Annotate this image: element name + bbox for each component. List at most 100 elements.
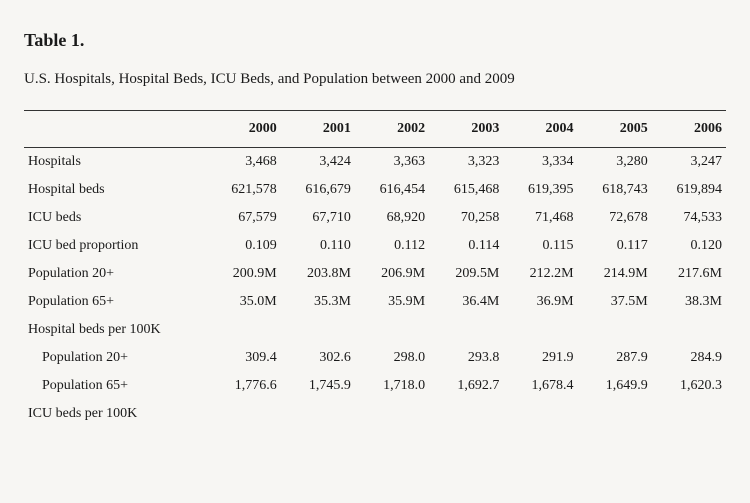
table-cell: 0.115 xyxy=(503,232,577,260)
table-row: ICU beds per 100K xyxy=(24,400,726,428)
table-cell: 1,692.7 xyxy=(429,372,503,400)
table-cell: 298.0 xyxy=(355,344,429,372)
table-cell: 74,533 xyxy=(652,204,726,232)
table-row: Hospitals3,4683,4243,3633,3233,3343,2803… xyxy=(24,148,726,177)
table-body: Hospitals3,4683,4243,3633,3233,3343,2803… xyxy=(24,148,726,429)
table-row: Population 65+1,776.61,745.91,718.01,692… xyxy=(24,372,726,400)
table-cell: 70,258 xyxy=(429,204,503,232)
table-cell: 36.4M xyxy=(429,288,503,316)
table-header-year: 2000 xyxy=(207,111,281,148)
table-cell xyxy=(281,400,355,428)
table-cell: 309.4 xyxy=(207,344,281,372)
row-label: ICU bed proportion xyxy=(24,232,207,260)
table-cell: 0.109 xyxy=(207,232,281,260)
table-cell: 284.9 xyxy=(652,344,726,372)
table-cell: 72,678 xyxy=(578,204,652,232)
table-cell: 287.9 xyxy=(578,344,652,372)
table-header-year: 2002 xyxy=(355,111,429,148)
table-cell: 212.2M xyxy=(503,260,577,288)
table-cell: 291.9 xyxy=(503,344,577,372)
table-row: ICU beds67,57967,71068,92070,25871,46872… xyxy=(24,204,726,232)
table-cell: 0.110 xyxy=(281,232,355,260)
table-cell: 3,468 xyxy=(207,148,281,177)
table-cell: 37.5M xyxy=(578,288,652,316)
table-cell xyxy=(578,316,652,344)
table-caption: U.S. Hospitals, Hospital Beds, ICU Beds,… xyxy=(24,71,726,88)
table-row: Hospital beds621,578616,679616,454615,46… xyxy=(24,176,726,204)
table-cell: 206.9M xyxy=(355,260,429,288)
table-cell: 0.114 xyxy=(429,232,503,260)
row-label: ICU beds per 100K xyxy=(24,400,207,428)
table-cell xyxy=(355,400,429,428)
table-cell: 1,776.6 xyxy=(207,372,281,400)
table-cell: 38.3M xyxy=(652,288,726,316)
table-cell xyxy=(207,316,281,344)
table-cell: 3,363 xyxy=(355,148,429,177)
table-header-year: 2005 xyxy=(578,111,652,148)
table-cell: 616,454 xyxy=(355,176,429,204)
row-label: Hospitals xyxy=(24,148,207,177)
table-cell: 36.9M xyxy=(503,288,577,316)
table-cell: 200.9M xyxy=(207,260,281,288)
table-cell: 203.8M xyxy=(281,260,355,288)
table-cell: 0.117 xyxy=(578,232,652,260)
table-cell: 0.112 xyxy=(355,232,429,260)
table-header-year: 2006 xyxy=(652,111,726,148)
table-cell: 214.9M xyxy=(578,260,652,288)
table-row: Hospital beds per 100K xyxy=(24,316,726,344)
row-label: Hospital beds per 100K xyxy=(24,316,207,344)
table-cell: 0.120 xyxy=(652,232,726,260)
table-cell: 1,678.4 xyxy=(503,372,577,400)
table-cell xyxy=(355,316,429,344)
table-header-year: 2001 xyxy=(281,111,355,148)
table-cell: 68,920 xyxy=(355,204,429,232)
table-cell: 67,579 xyxy=(207,204,281,232)
table-title: Table 1. xyxy=(24,30,726,51)
table-cell xyxy=(503,316,577,344)
row-label: ICU beds xyxy=(24,204,207,232)
table-header-year: 2004 xyxy=(503,111,577,148)
table-cell xyxy=(429,400,503,428)
table-cell xyxy=(578,400,652,428)
table-cell: 67,710 xyxy=(281,204,355,232)
table-cell xyxy=(652,400,726,428)
row-label: Population 65+ xyxy=(24,372,207,400)
table-row: Population 20+200.9M203.8M206.9M209.5M21… xyxy=(24,260,726,288)
table-cell: 3,323 xyxy=(429,148,503,177)
table-cell: 615,468 xyxy=(429,176,503,204)
table-cell: 35.0M xyxy=(207,288,281,316)
table-cell: 3,424 xyxy=(281,148,355,177)
table-row: ICU bed proportion0.1090.1100.1120.1140.… xyxy=(24,232,726,260)
table-row: Population 20+309.4302.6298.0293.8291.92… xyxy=(24,344,726,372)
row-label: Population 20+ xyxy=(24,344,207,372)
table-cell xyxy=(429,316,503,344)
table-cell: 302.6 xyxy=(281,344,355,372)
table-cell: 619,894 xyxy=(652,176,726,204)
table-cell: 616,679 xyxy=(281,176,355,204)
table-cell: 217.6M xyxy=(652,260,726,288)
table-cell: 35.9M xyxy=(355,288,429,316)
table-cell xyxy=(503,400,577,428)
data-table: 2000 2001 2002 2003 2004 2005 2006 Hospi… xyxy=(24,110,726,428)
table-cell xyxy=(281,316,355,344)
table-cell: 35.3M xyxy=(281,288,355,316)
table-cell: 293.8 xyxy=(429,344,503,372)
table-cell: 209.5M xyxy=(429,260,503,288)
table-cell: 621,578 xyxy=(207,176,281,204)
row-label: Population 20+ xyxy=(24,260,207,288)
table-header-year: 2003 xyxy=(429,111,503,148)
table-cell: 3,247 xyxy=(652,148,726,177)
table-cell xyxy=(207,400,281,428)
table-cell: 618,743 xyxy=(578,176,652,204)
table-cell: 1,620.3 xyxy=(652,372,726,400)
table-header-row: 2000 2001 2002 2003 2004 2005 2006 xyxy=(24,111,726,148)
table-row: Population 65+35.0M35.3M35.9M36.4M36.9M3… xyxy=(24,288,726,316)
table-cell: 1,718.0 xyxy=(355,372,429,400)
table-cell xyxy=(652,316,726,344)
table-cell: 1,649.9 xyxy=(578,372,652,400)
row-label: Hospital beds xyxy=(24,176,207,204)
table-cell: 71,468 xyxy=(503,204,577,232)
table-cell: 1,745.9 xyxy=(281,372,355,400)
table-cell: 3,280 xyxy=(578,148,652,177)
table-cell: 3,334 xyxy=(503,148,577,177)
